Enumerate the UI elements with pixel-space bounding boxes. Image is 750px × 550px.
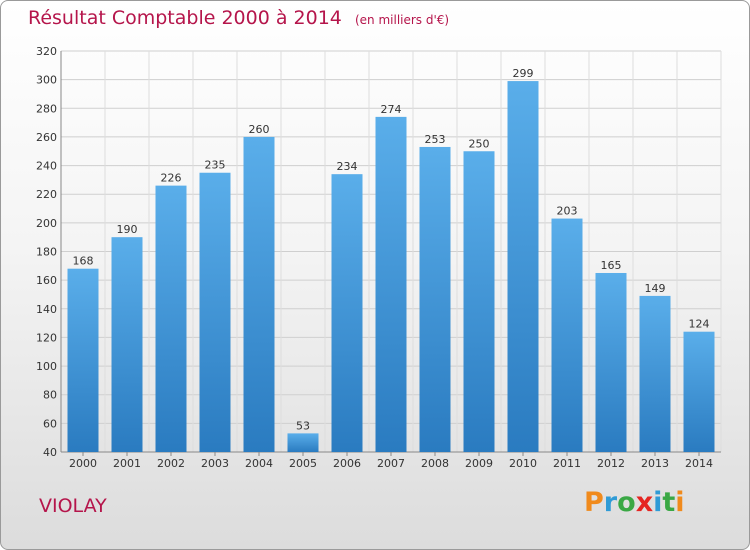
proxiti-logo: Proxiti bbox=[584, 487, 685, 518]
y-tick-label: 180 bbox=[36, 246, 57, 259]
x-tick-label: 2014 bbox=[685, 457, 713, 470]
y-tick-label: 200 bbox=[36, 217, 57, 230]
y-tick-label: 280 bbox=[36, 102, 57, 115]
x-tick-label: 2011 bbox=[553, 457, 581, 470]
y-tick-label: 320 bbox=[36, 45, 57, 58]
value-label: 203 bbox=[557, 205, 578, 218]
logo-letter: o bbox=[617, 487, 636, 518]
y-tick-label: 120 bbox=[36, 331, 57, 344]
value-label: 260 bbox=[249, 123, 270, 136]
x-tick-label: 2012 bbox=[597, 457, 625, 470]
y-tick-label: 140 bbox=[36, 303, 57, 316]
bar-2013 bbox=[639, 295, 671, 452]
bar-2007 bbox=[375, 116, 407, 452]
y-tick-label: 160 bbox=[36, 274, 57, 287]
bars bbox=[67, 81, 715, 453]
value-label: 190 bbox=[117, 223, 138, 236]
logo-letter: t bbox=[662, 487, 676, 518]
bar-2009 bbox=[463, 151, 495, 452]
y-tick-label: 100 bbox=[36, 360, 57, 373]
labels: 40 60 80 100 120 140 160 180 200 220 240 260 280 300 3… bbox=[36, 45, 713, 470]
bar-2001 bbox=[111, 237, 143, 452]
y-tick-label: 220 bbox=[36, 188, 57, 201]
bar-2003 bbox=[199, 172, 231, 452]
title-row: Résultat Comptable 2000 à 2014 (en milli… bbox=[28, 7, 449, 29]
x-tick-label: 2003 bbox=[201, 457, 229, 470]
value-label: 168 bbox=[73, 255, 94, 268]
value-label: 226 bbox=[161, 172, 182, 185]
x-tick-label: 2009 bbox=[465, 457, 493, 470]
bar-2014 bbox=[683, 331, 715, 452]
logo-letter: P bbox=[584, 487, 604, 518]
y-tick-label: 60 bbox=[43, 417, 57, 430]
value-label: 235 bbox=[205, 159, 226, 172]
bar-2010 bbox=[507, 81, 539, 452]
bar-2004 bbox=[243, 136, 275, 452]
location-label: VIOLAY bbox=[39, 495, 107, 517]
logo-letter: r bbox=[603, 487, 618, 518]
logo-letter: x bbox=[635, 487, 654, 518]
bar-2012 bbox=[595, 272, 627, 452]
bar-2000 bbox=[67, 268, 99, 452]
bar-2008 bbox=[419, 146, 451, 453]
bar-2011 bbox=[551, 218, 583, 452]
x-tick-label: 2004 bbox=[245, 457, 273, 470]
y-tick-label: 80 bbox=[43, 389, 57, 402]
logo-letter: i bbox=[675, 487, 685, 518]
value-label: 124 bbox=[689, 318, 710, 331]
x-tick-label: 2000 bbox=[69, 457, 97, 470]
y-tick-label: 300 bbox=[36, 74, 57, 87]
x-tick-label: 2005 bbox=[289, 457, 317, 470]
value-label: 299 bbox=[513, 67, 534, 80]
x-tick-label: 2002 bbox=[157, 457, 185, 470]
value-label: 234 bbox=[337, 160, 358, 173]
chart-title: Résultat Comptable 2000 à 2014 bbox=[28, 7, 342, 29]
logo-letter: i bbox=[653, 487, 663, 518]
chart-subtitle: (en milliers d'€) bbox=[354, 13, 450, 27]
x-tick-label: 2008 bbox=[421, 457, 449, 470]
value-label: 53 bbox=[296, 419, 310, 432]
x-tick-label: 2013 bbox=[641, 457, 669, 470]
bar-2005 bbox=[287, 433, 319, 452]
bar-2006 bbox=[331, 174, 363, 452]
value-label: 165 bbox=[601, 259, 622, 272]
value-label: 250 bbox=[469, 137, 490, 150]
value-label: 149 bbox=[645, 282, 666, 295]
x-tick-label: 2007 bbox=[377, 457, 405, 470]
value-label: 253 bbox=[425, 133, 446, 146]
bar-2002 bbox=[155, 185, 187, 452]
x-tick-label: 2001 bbox=[113, 457, 141, 470]
value-label: 274 bbox=[381, 103, 402, 116]
y-tick-label: 260 bbox=[36, 131, 57, 144]
x-tick-label: 2010 bbox=[509, 457, 537, 470]
x-tick-label: 2006 bbox=[333, 457, 361, 470]
y-tick-label: 240 bbox=[36, 160, 57, 173]
y-tick-label: 40 bbox=[43, 446, 57, 459]
